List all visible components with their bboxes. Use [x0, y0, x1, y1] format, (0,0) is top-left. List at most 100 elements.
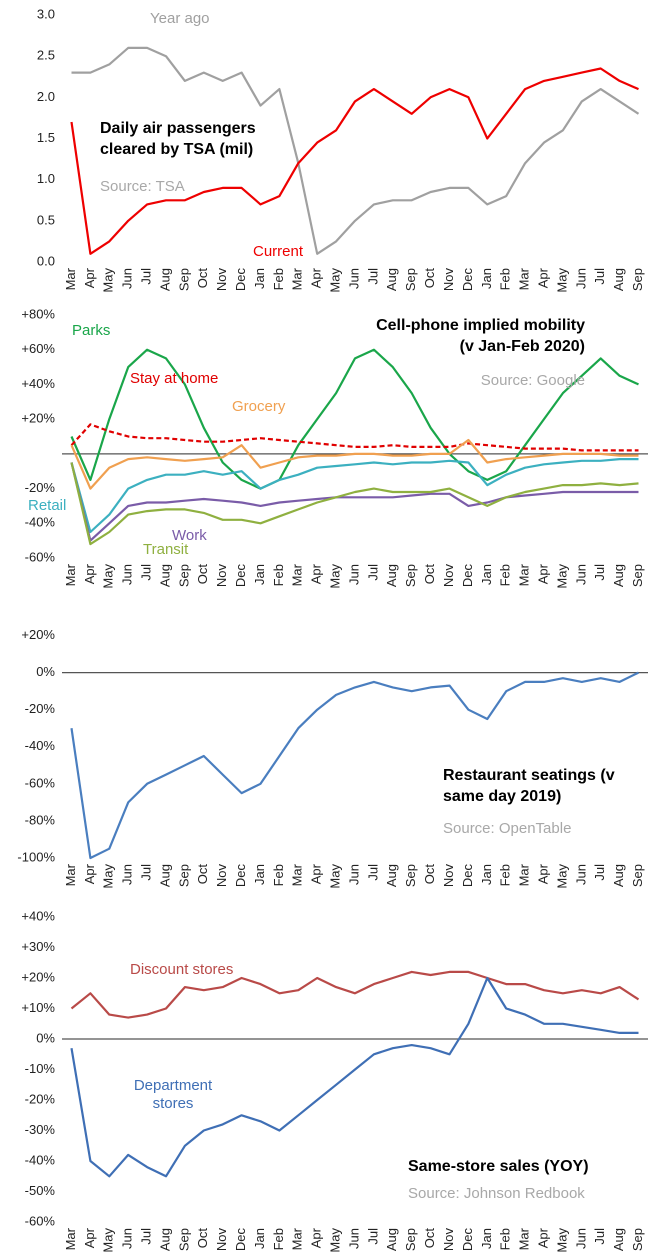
- x-tick-label: Jun: [573, 268, 588, 289]
- x-tick-label: Aug: [157, 268, 172, 291]
- x-tick-label: Sep: [630, 268, 645, 291]
- series-label: Current: [253, 243, 304, 260]
- y-tick-label: 2.5: [37, 48, 55, 63]
- y-tick-label: +60%: [21, 341, 55, 356]
- x-tick-label: Apr: [82, 267, 97, 288]
- x-tick-label: Jun: [346, 864, 361, 885]
- series-label: Work: [172, 527, 207, 544]
- x-tick-label: Jul: [592, 564, 607, 581]
- series-label: Grocery: [232, 398, 286, 415]
- y-tick-label: -20%: [25, 701, 56, 716]
- x-tick-label: Jul: [365, 564, 380, 581]
- x-tick-label: Jun: [120, 864, 135, 885]
- x-tick-label: Aug: [611, 864, 626, 887]
- x-tick-label: Dec: [460, 564, 475, 588]
- y-tick-label: 3.0: [37, 6, 55, 21]
- y-tick-label: 0%: [36, 664, 55, 679]
- series-label: Discount stores: [130, 961, 234, 978]
- series-label: Parks: [72, 322, 111, 339]
- x-tick-label: Nov: [441, 1228, 456, 1252]
- y-tick-label: -40%: [25, 515, 56, 530]
- x-tick-label: Apr: [82, 863, 97, 884]
- x-tick-label: Jul: [139, 268, 154, 285]
- x-tick-label: Oct: [422, 268, 437, 289]
- x-tick-label: Sep: [403, 864, 418, 887]
- y-tick-label: -30%: [25, 1122, 56, 1137]
- x-tick-label: Dec: [233, 1228, 248, 1252]
- x-tick-label: Feb: [271, 864, 286, 886]
- x-tick-label: Feb: [498, 564, 513, 586]
- chart-source: Source: Google: [480, 372, 585, 389]
- x-tick-label: Jul: [139, 564, 154, 581]
- x-tick-label: Sep: [176, 1228, 191, 1251]
- chart-source: Source: OpenTable: [443, 820, 572, 837]
- series-line: [70, 458, 639, 534]
- x-tick-label: Apr: [82, 563, 97, 584]
- chart-title: Restaurant seatings (v same day 2019): [443, 767, 615, 805]
- x-tick-label: Nov: [214, 1228, 229, 1252]
- y-tick-label: 1.5: [37, 130, 55, 145]
- x-tick-label: Nov: [441, 268, 456, 292]
- x-tick-label: Oct: [422, 1228, 437, 1249]
- x-tick-label: Jun: [120, 1228, 135, 1249]
- y-tick-label: +40%: [21, 908, 55, 923]
- series-line: [70, 976, 639, 1178]
- x-tick-label: Oct: [195, 268, 210, 289]
- x-tick-label: May: [328, 864, 343, 889]
- x-tick-label: Aug: [611, 1228, 626, 1251]
- y-tick-label: +30%: [21, 939, 55, 954]
- y-tick-label: -100%: [17, 849, 55, 864]
- chart-title: Same-store sales (YOY): [408, 1158, 589, 1175]
- x-tick-label: May: [554, 864, 569, 889]
- x-tick-label: Jul: [365, 1228, 380, 1245]
- x-tick-label: Mar: [517, 267, 532, 290]
- chart-source: Source: Johnson Redbook: [408, 1185, 585, 1202]
- y-tick-label: -10%: [25, 1061, 56, 1076]
- x-tick-label: Jul: [592, 1228, 607, 1245]
- x-tick-label: Jan: [479, 564, 494, 585]
- x-tick-label: Jun: [120, 268, 135, 289]
- series-label: Stay at home: [130, 370, 219, 387]
- x-tick-label: Apr: [309, 267, 324, 288]
- y-tick-label: -60%: [25, 775, 56, 790]
- y-tick-label: -60%: [25, 549, 56, 564]
- x-tick-label: Jul: [139, 864, 154, 881]
- series-line: [70, 438, 639, 490]
- x-tick-label: Sep: [630, 1228, 645, 1251]
- series-line: [70, 67, 639, 255]
- x-tick-label: Sep: [176, 268, 191, 291]
- y-tick-label: 0.5: [37, 212, 55, 227]
- x-tick-label: Sep: [176, 564, 191, 587]
- y-tick-label: +80%: [21, 306, 55, 321]
- series-line: [70, 423, 639, 452]
- x-tick-label: Dec: [233, 268, 248, 292]
- x-tick-label: Apr: [535, 1227, 550, 1248]
- series-line: [70, 348, 639, 490]
- x-tick-label: Apr: [535, 267, 550, 288]
- series-line: [70, 970, 640, 1019]
- x-tick-label: Jun: [120, 564, 135, 585]
- x-tick-label: Aug: [384, 268, 399, 291]
- x-tick-label: Jan: [252, 564, 267, 585]
- x-tick-label: May: [554, 564, 569, 589]
- series-line: [70, 462, 639, 546]
- x-tick-label: Nov: [441, 564, 456, 588]
- y-tick-label: 0.0: [37, 253, 55, 268]
- y-tick-label: +20%: [21, 969, 55, 984]
- x-tick-label: Mar: [63, 863, 78, 886]
- y-tick-label: 2.0: [37, 89, 55, 104]
- x-tick-label: Aug: [384, 564, 399, 587]
- x-tick-label: Mar: [290, 267, 305, 290]
- x-tick-label: Jul: [139, 1228, 154, 1245]
- x-tick-label: Mar: [517, 863, 532, 886]
- x-tick-label: Jan: [252, 1228, 267, 1249]
- x-tick-label: Jan: [252, 268, 267, 289]
- x-tick-label: Apr: [82, 1227, 97, 1248]
- x-tick-label: Jun: [573, 1228, 588, 1249]
- x-tick-label: Mar: [517, 563, 532, 586]
- x-tick-label: May: [328, 268, 343, 293]
- x-tick-label: Feb: [498, 864, 513, 886]
- x-tick-label: Oct: [195, 564, 210, 585]
- x-tick-label: Feb: [271, 268, 286, 290]
